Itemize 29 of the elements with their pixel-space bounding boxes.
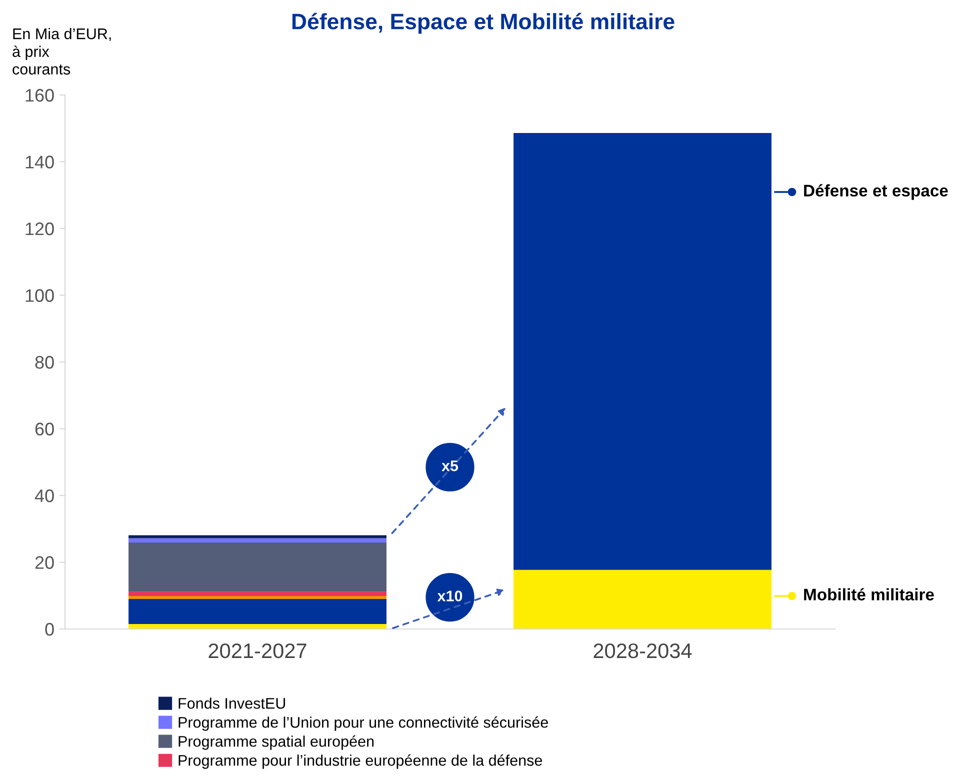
bar <box>128 624 386 629</box>
annotation: x5 <box>442 460 458 472</box>
y-tick-label: 80 <box>35 356 54 369</box>
y-axis-title: En Mia d’EUR, à prix courants <box>12 28 111 75</box>
bar <box>514 570 772 629</box>
bar <box>128 592 386 596</box>
y-tick-label: 120 <box>26 222 54 236</box>
bar <box>128 596 386 599</box>
legend-label: Programme pour l’industrie européenne de la défense <box>178 754 542 769</box>
x-tick-label: 2028-2034 <box>594 643 692 658</box>
y-tick-label: 60 <box>35 422 54 436</box>
y-tick-label: 140 <box>26 156 54 168</box>
legend-label: Programme de l’Union pour une connectivité sécurisée <box>178 716 548 731</box>
legend-label: Fonds InvestEU <box>178 698 286 709</box>
legend-label: Programme spatial européen <box>178 735 374 750</box>
y-tick-label: 40 <box>34 489 54 502</box>
chart-title: Défense, Espace et Mobilité militaire <box>292 12 674 34</box>
bar <box>128 598 386 624</box>
y-tick-label: 0 <box>45 622 54 636</box>
annotation: Défense et espace <box>804 184 948 200</box>
annotation: Mobilité militaire <box>804 588 934 600</box>
y-tick-label: 20 <box>35 556 54 569</box>
bar <box>128 542 386 592</box>
annotation: x10 <box>437 590 462 602</box>
y-tick-label: 160 <box>26 88 54 102</box>
x-tick-label: 2021-2027 <box>208 643 306 658</box>
bar <box>128 535 386 538</box>
bar <box>128 538 386 543</box>
y-tick-label: 100 <box>26 289 54 302</box>
